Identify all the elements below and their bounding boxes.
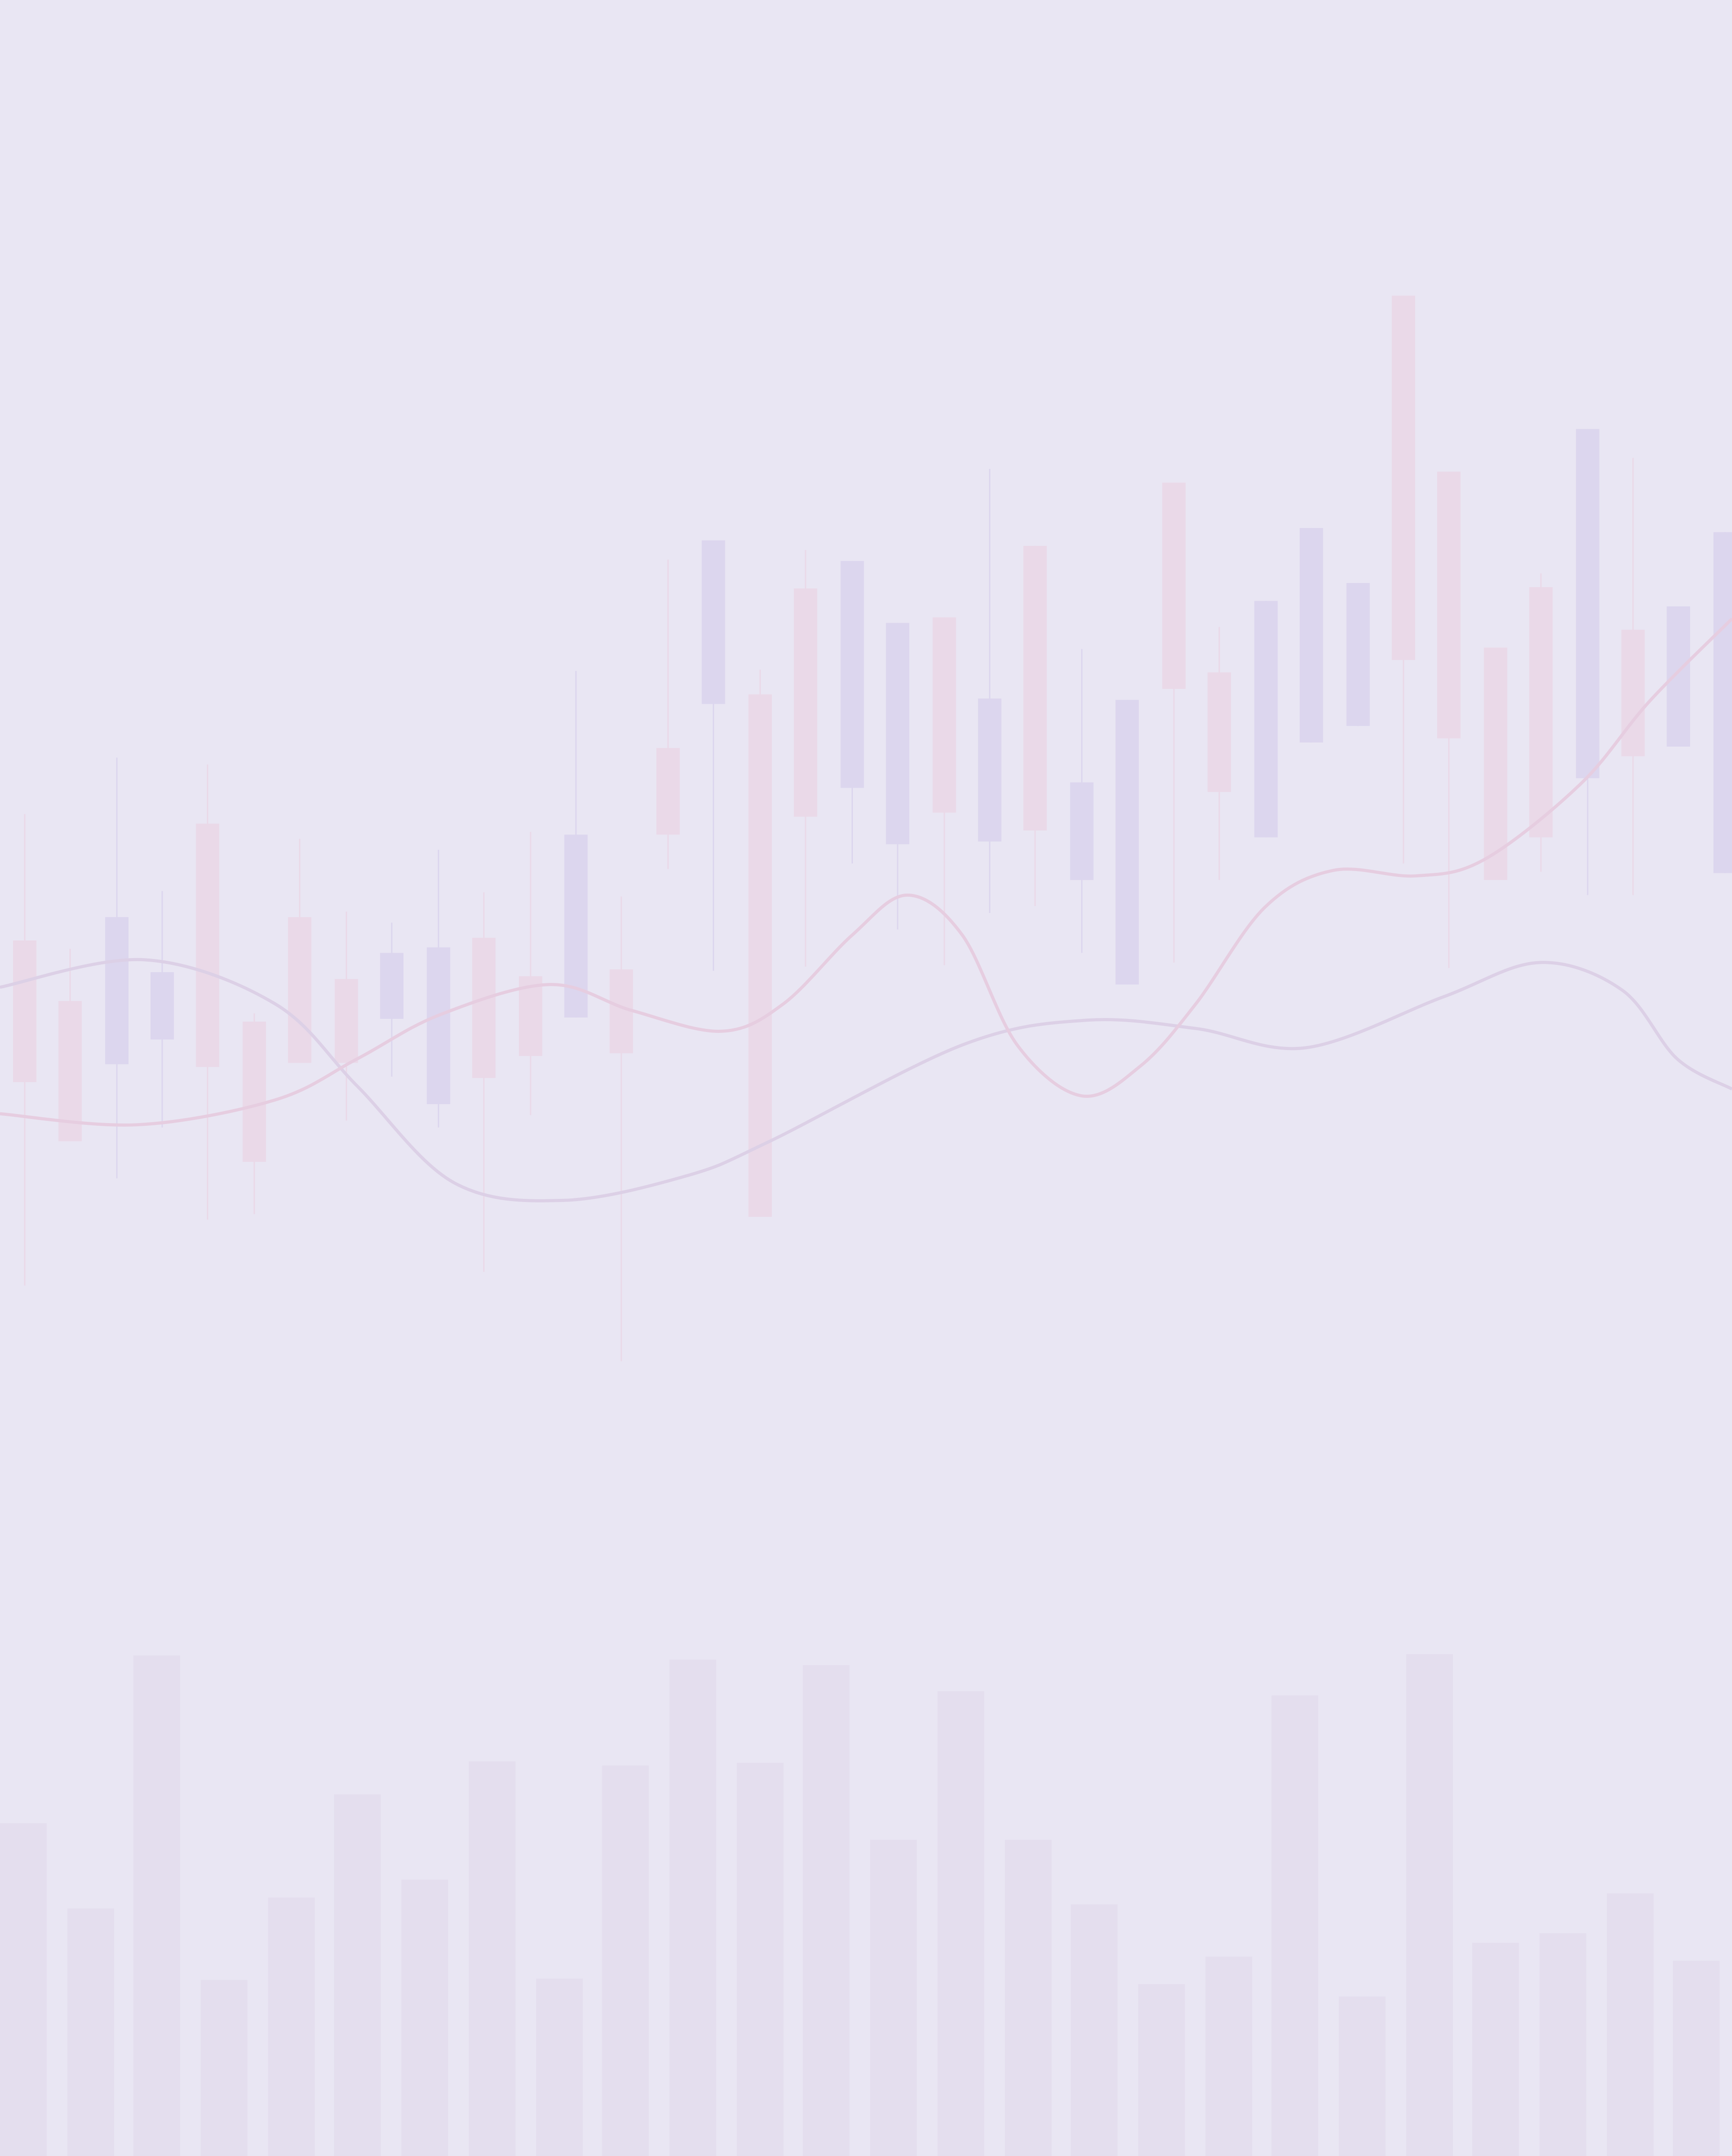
- candle-body: [701, 540, 725, 704]
- candle-body: [1300, 528, 1323, 743]
- candle-body: [288, 917, 312, 1063]
- volume-bar: [0, 1823, 47, 2156]
- candle-body: [58, 1001, 82, 1142]
- volume-bar: [1472, 1943, 1519, 2156]
- volume-bar: [937, 1691, 985, 2156]
- volume-bar: [870, 1839, 917, 2156]
- trend-line: [0, 617, 1732, 1127]
- candle-body: [1023, 546, 1047, 831]
- candle-body: [1254, 601, 1278, 838]
- candle-body: [243, 1021, 266, 1162]
- candle-body: [196, 823, 220, 1067]
- volume-bar: [1672, 1960, 1720, 2156]
- candle-body: [1484, 647, 1507, 880]
- candle-body: [1346, 583, 1370, 726]
- candle-body: [840, 561, 864, 788]
- volume-bar: [1138, 1984, 1185, 2156]
- candle-body: [978, 698, 1002, 842]
- candle-body: [105, 917, 129, 1064]
- volume-bar: [802, 1665, 850, 2156]
- candle-body: [1392, 295, 1416, 660]
- trend-line: [0, 958, 1732, 1202]
- volume-bar: [737, 1762, 784, 2156]
- candle-body: [1207, 672, 1231, 792]
- candle-body: [1667, 606, 1690, 747]
- volume-bar: [201, 1980, 247, 2156]
- volume-bar: [1071, 1904, 1118, 2156]
- candle-body: [472, 937, 496, 1078]
- candle-body: [793, 588, 817, 817]
- candle-body: [334, 979, 358, 1063]
- candle-body: [380, 953, 403, 1019]
- candle-body: [1621, 629, 1645, 757]
- candle-body: [1437, 472, 1461, 739]
- volume-bar: [268, 1897, 315, 2156]
- volume-bar: [1338, 1996, 1386, 2156]
- candle-body: [1115, 700, 1139, 985]
- candle-body: [1070, 782, 1094, 880]
- candle-body: [932, 617, 956, 813]
- candle-body: [1529, 587, 1553, 838]
- volume-bar: [536, 1978, 583, 2156]
- volume-bar: [1607, 1893, 1654, 2156]
- volume-bar: [334, 1794, 381, 2156]
- volume-bar: [602, 1765, 649, 2156]
- volume-bar: [1540, 1933, 1586, 2156]
- volume-bar: [67, 1908, 115, 2156]
- candle-body: [150, 972, 174, 1040]
- candle-body: [886, 623, 910, 844]
- candle-body: [13, 940, 37, 1083]
- volume-bar: [1406, 1654, 1453, 2156]
- volume-bar: [401, 1880, 449, 2156]
- candle-body: [748, 694, 772, 1217]
- volume-bar: [1004, 1839, 1052, 2156]
- volume-bar: [468, 1761, 516, 2156]
- candle-body: [1576, 429, 1599, 779]
- volume-bar: [1271, 1695, 1319, 2156]
- volume-bar: [669, 1660, 716, 2156]
- candle-body: [1713, 532, 1732, 873]
- candle-body: [656, 748, 680, 835]
- candle-body: [426, 947, 450, 1104]
- volume-bar: [133, 1655, 180, 2156]
- candle-body: [1162, 482, 1186, 689]
- volume-bar: [1205, 1956, 1252, 2156]
